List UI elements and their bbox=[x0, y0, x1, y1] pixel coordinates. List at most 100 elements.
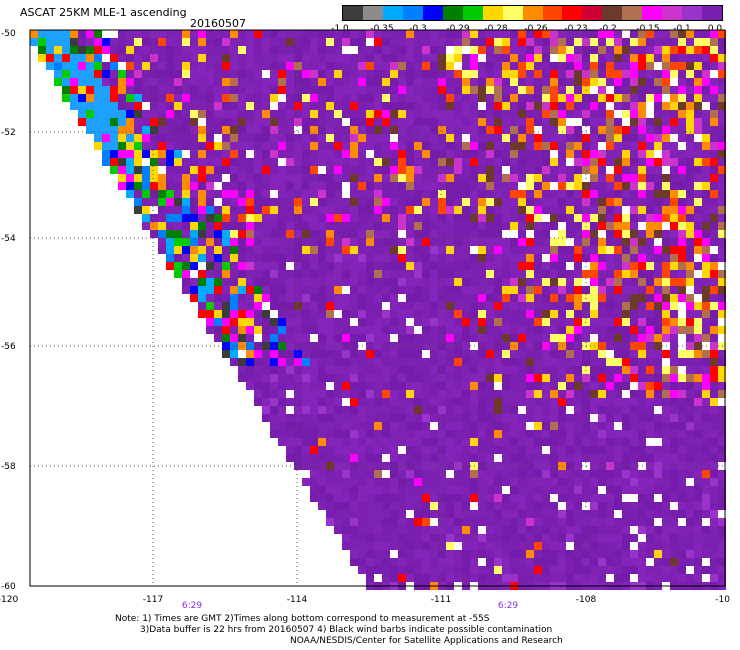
data-cell bbox=[494, 78, 502, 86]
data-cell bbox=[398, 206, 406, 214]
data-cell bbox=[438, 510, 446, 518]
data-cell bbox=[358, 86, 366, 94]
data-cell bbox=[262, 30, 270, 38]
data-cell bbox=[414, 134, 422, 142]
data-cell bbox=[598, 478, 606, 486]
data-cell bbox=[574, 438, 582, 446]
data-cell bbox=[678, 278, 686, 286]
data-cell bbox=[574, 54, 582, 62]
data-cell bbox=[390, 30, 398, 38]
data-cell bbox=[678, 54, 686, 62]
data-cell bbox=[222, 182, 230, 190]
data-cell bbox=[710, 62, 718, 70]
data-cell bbox=[406, 158, 414, 166]
data-cell bbox=[630, 54, 638, 62]
data-cell bbox=[182, 46, 190, 54]
data-cell bbox=[262, 254, 270, 262]
data-cell bbox=[318, 102, 326, 110]
data-cell bbox=[534, 542, 542, 550]
data-cell bbox=[502, 118, 510, 126]
data-cell bbox=[150, 94, 158, 102]
data-cell bbox=[510, 270, 518, 278]
data-cell bbox=[110, 30, 118, 38]
data-cell bbox=[286, 182, 294, 190]
data-cell bbox=[374, 414, 382, 422]
data-cell bbox=[702, 174, 710, 182]
data-cell bbox=[438, 366, 446, 374]
data-cell bbox=[590, 70, 598, 78]
data-cell bbox=[718, 470, 726, 478]
data-cell bbox=[446, 326, 454, 334]
data-cell bbox=[190, 190, 198, 198]
data-cell bbox=[566, 470, 574, 478]
data-cell bbox=[214, 198, 222, 206]
data-cell bbox=[526, 534, 534, 542]
data-cell bbox=[542, 358, 550, 366]
data-cell bbox=[710, 286, 718, 294]
data-cell bbox=[654, 190, 662, 198]
data-cell bbox=[486, 262, 494, 270]
data-cell bbox=[670, 278, 678, 286]
data-cell bbox=[198, 110, 206, 118]
data-cell bbox=[710, 350, 718, 358]
data-cell bbox=[470, 46, 478, 54]
data-cell bbox=[310, 398, 318, 406]
data-cell bbox=[694, 366, 702, 374]
data-cell bbox=[702, 358, 710, 366]
data-cell bbox=[558, 222, 566, 230]
data-cell bbox=[718, 190, 726, 198]
data-cell bbox=[654, 526, 662, 534]
data-cell bbox=[230, 262, 238, 270]
data-cell bbox=[206, 150, 214, 158]
data-cell bbox=[518, 126, 526, 134]
data-cell bbox=[382, 214, 390, 222]
data-cell bbox=[350, 62, 358, 70]
data-cell bbox=[166, 94, 174, 102]
data-cell bbox=[446, 470, 454, 478]
data-cell bbox=[670, 190, 678, 198]
data-cell bbox=[102, 142, 110, 150]
data-cell bbox=[534, 278, 542, 286]
data-cell bbox=[478, 566, 486, 574]
data-cell bbox=[422, 510, 430, 518]
data-cell bbox=[510, 566, 518, 574]
data-cell bbox=[78, 70, 86, 78]
data-cell bbox=[462, 214, 470, 222]
data-cell bbox=[542, 286, 550, 294]
data-cell bbox=[302, 126, 310, 134]
data-cell bbox=[190, 134, 198, 142]
data-cell bbox=[654, 310, 662, 318]
data-cell bbox=[350, 550, 358, 558]
data-cell bbox=[430, 454, 438, 462]
data-cell bbox=[134, 30, 142, 38]
data-cell bbox=[502, 150, 510, 158]
data-cell bbox=[486, 494, 494, 502]
data-cell bbox=[718, 86, 726, 94]
data-cell bbox=[278, 62, 286, 70]
data-cell bbox=[326, 494, 334, 502]
data-cell bbox=[542, 166, 550, 174]
data-cell bbox=[462, 134, 470, 142]
data-cell bbox=[590, 190, 598, 198]
data-cell bbox=[374, 302, 382, 310]
data-cell bbox=[102, 126, 110, 134]
data-cell bbox=[158, 222, 166, 230]
data-cell bbox=[326, 518, 334, 526]
data-cell bbox=[382, 446, 390, 454]
data-cell bbox=[510, 294, 518, 302]
data-cell bbox=[438, 222, 446, 230]
data-cell bbox=[646, 126, 654, 134]
data-cell bbox=[406, 142, 414, 150]
data-cell bbox=[630, 142, 638, 150]
data-cell bbox=[702, 550, 710, 558]
data-cell bbox=[190, 102, 198, 110]
data-cell bbox=[646, 278, 654, 286]
data-cell bbox=[502, 166, 510, 174]
data-cell bbox=[614, 70, 622, 78]
data-cell bbox=[142, 86, 150, 94]
data-cell bbox=[310, 54, 318, 62]
data-cell bbox=[294, 390, 302, 398]
data-cell bbox=[150, 190, 158, 198]
data-cell bbox=[526, 470, 534, 478]
data-cell bbox=[406, 574, 414, 582]
